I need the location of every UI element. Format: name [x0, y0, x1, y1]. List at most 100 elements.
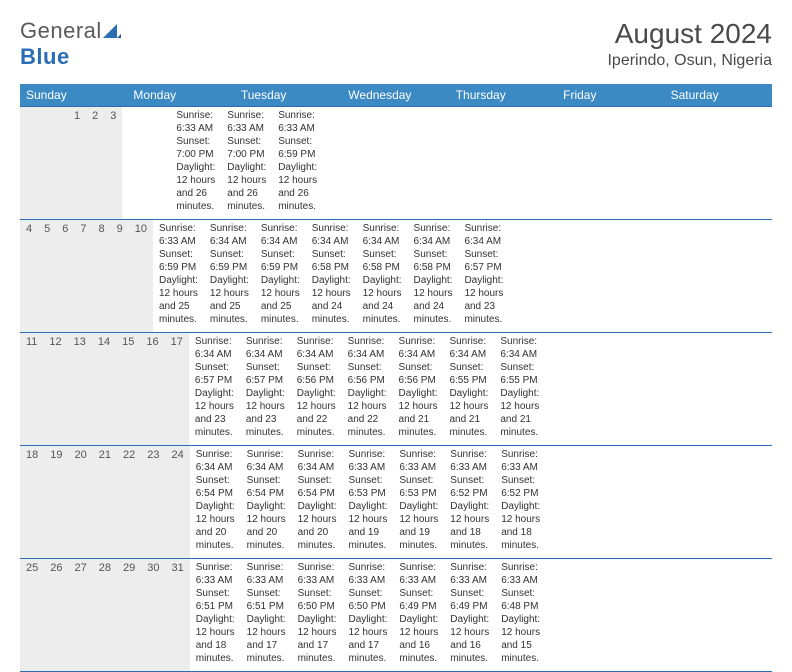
sunrise-text: Sunrise: 6:34 AM: [247, 448, 286, 474]
daylight-text: Daylight: 12 hours and 26 minutes.: [176, 161, 215, 213]
sunrise-text: Sunrise: 6:33 AM: [399, 448, 438, 474]
sunset-text: Sunset: 6:59 PM: [261, 248, 300, 274]
day-cell: Sunrise: 6:34 AMSunset: 6:54 PMDaylight:…: [241, 446, 292, 558]
sunrise-text: Sunrise: 6:33 AM: [501, 448, 540, 474]
day-number: 13: [68, 333, 92, 445]
day-cell: Sunrise: 6:33 AMSunset: 6:50 PMDaylight:…: [292, 559, 343, 671]
sunset-text: Sunset: 6:52 PM: [450, 474, 489, 500]
location: Iperindo, Osun, Nigeria: [607, 52, 772, 70]
daylight-text: Daylight: 12 hours and 25 minutes.: [261, 274, 300, 326]
content-row: Sunrise: 6:33 AMSunset: 6:51 PMDaylight:…: [190, 559, 546, 671]
weekday-header-row: Sunday Monday Tuesday Wednesday Thursday…: [20, 84, 772, 106]
sunrise-text: Sunrise: 6:33 AM: [227, 109, 266, 135]
daylight-text: Daylight: 12 hours and 22 minutes.: [297, 387, 336, 439]
weeks-container: 123Sunrise: 6:33 AMSunset: 7:00 PMDaylig…: [20, 106, 772, 672]
weekday-thursday: Thursday: [450, 84, 557, 106]
daylight-text: Daylight: 12 hours and 23 minutes.: [246, 387, 285, 439]
sunrise-text: Sunrise: 6:34 AM: [464, 222, 503, 248]
sunset-text: Sunset: 6:49 PM: [450, 587, 489, 613]
daynum-row: 11121314151617: [20, 333, 189, 445]
daylight-text: Daylight: 12 hours and 20 minutes.: [196, 500, 235, 552]
daylight-text: Daylight: 12 hours and 24 minutes.: [414, 274, 453, 326]
sunset-text: Sunset: 6:57 PM: [246, 361, 285, 387]
title-block: August 2024 Iperindo, Osun, Nigeria: [607, 18, 772, 70]
day-number: 23: [141, 446, 165, 558]
sunset-text: Sunset: 6:56 PM: [348, 361, 387, 387]
day-cell: Sunrise: 6:33 AMSunset: 6:51 PMDaylight:…: [241, 559, 292, 671]
weekday-monday: Monday: [127, 84, 234, 106]
sunset-text: Sunset: 7:00 PM: [176, 135, 215, 161]
sunset-text: Sunset: 6:59 PM: [210, 248, 249, 274]
sunset-text: Sunset: 6:58 PM: [312, 248, 351, 274]
daylight-text: Daylight: 12 hours and 25 minutes.: [210, 274, 249, 326]
day-cell: Sunrise: 6:33 AMSunset: 6:53 PMDaylight:…: [393, 446, 444, 558]
day-number: [44, 107, 56, 219]
sunset-text: Sunset: 6:59 PM: [159, 248, 198, 274]
content-row: Sunrise: 6:33 AMSunset: 7:00 PMDaylight:…: [122, 107, 323, 219]
daylight-text: Daylight: 12 hours and 21 minutes.: [449, 387, 488, 439]
day-cell: Sunrise: 6:34 AMSunset: 6:58 PMDaylight:…: [357, 220, 408, 332]
weekday-saturday: Saturday: [665, 84, 772, 106]
day-cell: Sunrise: 6:34 AMSunset: 6:57 PMDaylight:…: [189, 333, 240, 445]
daynum-row: 25262728293031: [20, 559, 190, 671]
weekday-friday: Friday: [557, 84, 664, 106]
sunset-text: Sunset: 6:55 PM: [500, 361, 539, 387]
daylight-text: Daylight: 12 hours and 24 minutes.: [312, 274, 351, 326]
week-row: 25262728293031Sunrise: 6:33 AMSunset: 6:…: [20, 558, 772, 672]
day-cell: Sunrise: 6:34 AMSunset: 6:55 PMDaylight:…: [494, 333, 545, 445]
sunrise-text: Sunrise: 6:33 AM: [196, 561, 235, 587]
day-cell: Sunrise: 6:33 AMSunset: 6:50 PMDaylight:…: [342, 559, 393, 671]
day-cell: [158, 107, 170, 219]
day-number: 16: [140, 333, 164, 445]
sunrise-text: Sunrise: 6:33 AM: [501, 561, 540, 587]
sunrise-text: Sunrise: 6:33 AM: [450, 561, 489, 587]
sunset-text: Sunset: 6:57 PM: [464, 248, 503, 274]
day-number: 14: [92, 333, 116, 445]
day-number: 5: [38, 220, 56, 332]
day-cell: [134, 107, 146, 219]
sunrise-text: Sunrise: 6:33 AM: [348, 561, 387, 587]
day-cell: Sunrise: 6:34 AMSunset: 6:58 PMDaylight:…: [408, 220, 459, 332]
header: General Blue August 2024 Iperindo, Osun,…: [20, 18, 772, 70]
daylight-text: Daylight: 12 hours and 23 minutes.: [464, 274, 503, 326]
daylight-text: Daylight: 12 hours and 21 minutes.: [399, 387, 438, 439]
day-number: 24: [166, 446, 190, 558]
sunset-text: Sunset: 6:56 PM: [297, 361, 336, 387]
day-number: 21: [93, 446, 117, 558]
day-number: 19: [44, 446, 68, 558]
day-cell: Sunrise: 6:33 AMSunset: 7:00 PMDaylight:…: [221, 107, 272, 219]
daylight-text: Daylight: 12 hours and 23 minutes.: [195, 387, 234, 439]
daylight-text: Daylight: 12 hours and 17 minutes.: [247, 613, 286, 665]
day-cell: Sunrise: 6:34 AMSunset: 6:59 PMDaylight:…: [204, 220, 255, 332]
sunrise-text: Sunrise: 6:34 AM: [297, 335, 336, 361]
sunrise-text: Sunrise: 6:33 AM: [298, 561, 337, 587]
day-number: 26: [44, 559, 68, 671]
day-number: [20, 107, 32, 219]
day-number: 20: [69, 446, 93, 558]
daylight-text: Daylight: 12 hours and 22 minutes.: [348, 387, 387, 439]
sunrise-text: Sunrise: 6:33 AM: [176, 109, 215, 135]
daylight-text: Daylight: 12 hours and 20 minutes.: [298, 500, 337, 552]
sunset-text: Sunset: 6:58 PM: [363, 248, 402, 274]
day-number: 22: [117, 446, 141, 558]
daylight-text: Daylight: 12 hours and 19 minutes.: [399, 500, 438, 552]
logo-text: General Blue: [20, 18, 121, 70]
day-cell: Sunrise: 6:34 AMSunset: 6:56 PMDaylight:…: [291, 333, 342, 445]
day-cell: Sunrise: 6:34 AMSunset: 6:55 PMDaylight:…: [443, 333, 494, 445]
day-number: 4: [20, 220, 38, 332]
sunrise-text: Sunrise: 6:33 AM: [348, 448, 387, 474]
daylight-text: Daylight: 12 hours and 18 minutes.: [450, 500, 489, 552]
day-number: 10: [129, 220, 153, 332]
daylight-text: Daylight: 12 hours and 17 minutes.: [348, 613, 387, 665]
day-cell: Sunrise: 6:34 AMSunset: 6:54 PMDaylight:…: [292, 446, 343, 558]
logo-text-general: General: [20, 18, 102, 43]
daylight-text: Daylight: 12 hours and 17 minutes.: [298, 613, 337, 665]
weekday-sunday: Sunday: [20, 84, 127, 106]
daylight-text: Daylight: 12 hours and 26 minutes.: [278, 161, 317, 213]
day-cell: Sunrise: 6:33 AMSunset: 6:53 PMDaylight:…: [342, 446, 393, 558]
day-number: 18: [20, 446, 44, 558]
sunrise-text: Sunrise: 6:34 AM: [500, 335, 539, 361]
sunset-text: Sunset: 6:57 PM: [195, 361, 234, 387]
day-number: 12: [43, 333, 67, 445]
sunset-text: Sunset: 6:58 PM: [414, 248, 453, 274]
